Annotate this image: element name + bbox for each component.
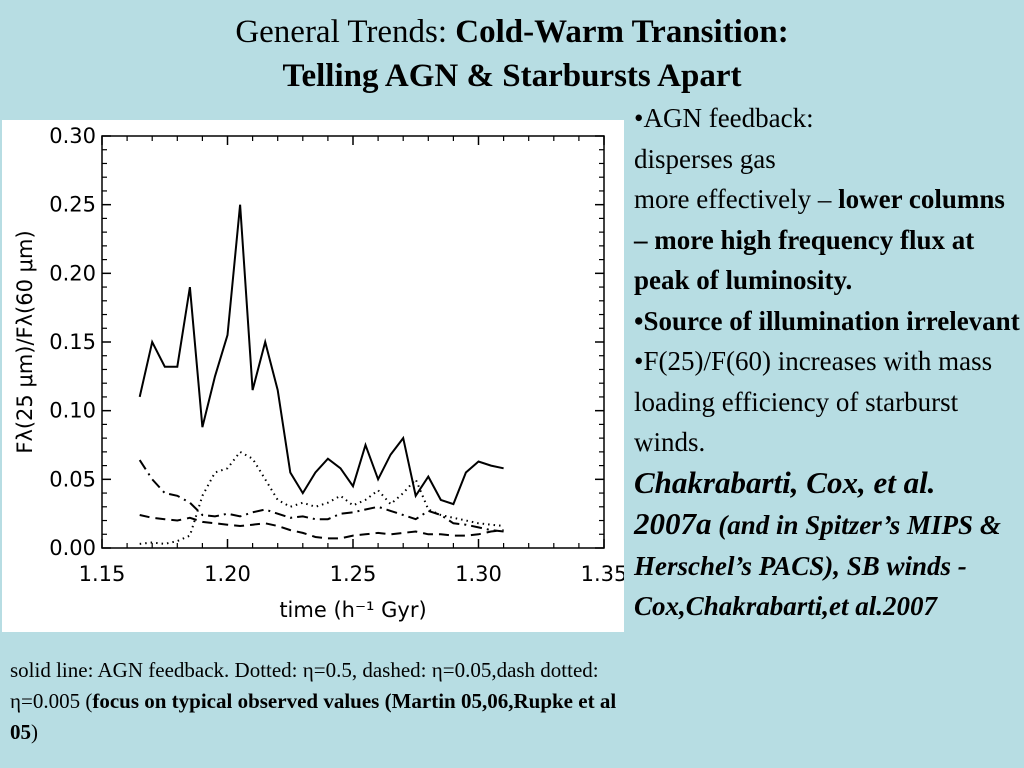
bullet-list: •AGN feedback: disperses gas more effect… xyxy=(634,98,1020,627)
caption-part-1: solid line: AGN feedback. Dotted: η=0.5,… xyxy=(10,658,599,713)
citation-paren: (and in Spitzer’s MIPS & Herschel’s PACS… xyxy=(634,510,1001,621)
slide-title: General Trends: Cold-Warm Transition: Te… xyxy=(0,10,1024,98)
series-line-dashed xyxy=(139,514,504,540)
caption-bold: focus on typical observed values (Martin… xyxy=(10,689,617,744)
y-tick-label: 0.25 xyxy=(49,193,96,217)
y-tick-label: 0.15 xyxy=(49,330,96,354)
bullet-1-line-3: more effectively – xyxy=(634,184,839,214)
y-tick-label: 0.10 xyxy=(49,399,96,423)
bullet-1-bold: lower columns – more high frequency flux… xyxy=(634,184,1005,295)
y-tick-label: 0.30 xyxy=(49,124,96,148)
line-chart: 1.15 1.20 1.25 1.30 1.35 0.00 0.05 0.10 0.15 0.20… xyxy=(13,124,624,622)
series-line-dashdot xyxy=(138,459,504,533)
bullet-2-bold: •Source of illumination irrelevant xyxy=(634,305,1020,336)
bullet-3-text: •F(25)/F(60) increases with mass loading… xyxy=(634,346,993,457)
citation: Chakrabarti, Cox, et al. 2007a (and in S… xyxy=(634,463,1020,627)
y-tick-label: 0.20 xyxy=(49,261,96,285)
caption-part-2: ) xyxy=(31,720,38,744)
y-tick-label: 0.05 xyxy=(49,467,96,491)
y-tick-label: 0.00 xyxy=(49,536,96,560)
bullet-1-line-1: •AGN feedback: xyxy=(634,103,814,133)
title-bold-line2: Telling AGN & Starbursts Apart xyxy=(282,58,742,94)
x-tick-label: 1.20 xyxy=(204,562,251,586)
title-prefix: General Trends: xyxy=(235,14,456,50)
series-line-solid xyxy=(138,204,504,506)
x-tick-label: 1.35 xyxy=(581,562,624,586)
x-tick-label: 1.15 xyxy=(79,562,126,586)
citation-main: Chakrabarti, Cox, et al. 2007a xyxy=(634,464,936,542)
bullet-agn-feedback: •AGN feedback: disperses gas more effect… xyxy=(634,98,1020,301)
x-tick-label: 1.30 xyxy=(455,562,502,586)
y-axis-label: Fλ(25 μm)/Fλ(60 μm) xyxy=(13,230,37,453)
bullet-1-line-2: disperses gas xyxy=(634,143,776,174)
bullet-source-illumination: •Source of illumination irrelevant xyxy=(634,301,1020,342)
x-tick-label: 1.25 xyxy=(330,562,377,586)
bullet-f25-f60: •F(25)/F(60) increases with mass loading… xyxy=(634,341,1020,463)
chart-panel: 1.15 1.20 1.25 1.30 1.35 0.00 0.05 0.10 0.15 0.20… xyxy=(2,120,624,632)
title-bold-line1: Cold-Warm Transition: xyxy=(455,14,789,50)
figure-caption: solid line: AGN feedback. Dotted: η=0.5,… xyxy=(10,655,620,748)
x-axis-label: time (h⁻¹ Gyr) xyxy=(279,598,426,622)
